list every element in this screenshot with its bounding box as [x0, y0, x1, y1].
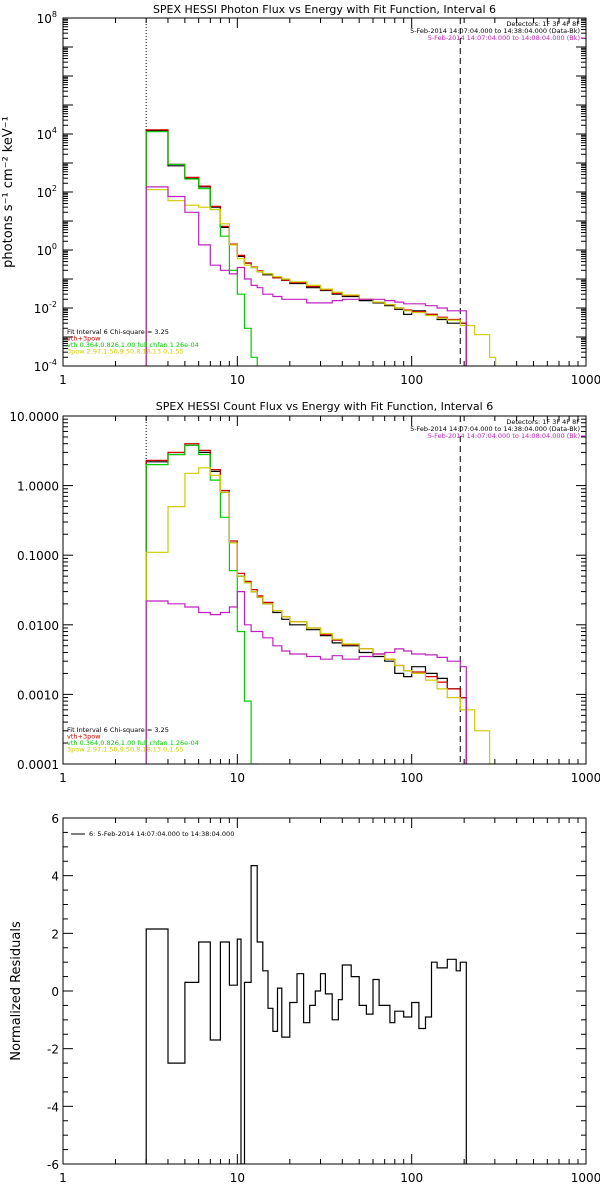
- chart-title: SPEX HESSI Count Flux vs Energy with Fit…: [156, 400, 493, 413]
- x-tick-label: 1: [59, 771, 67, 785]
- y-tick-label: 10.0000: [9, 410, 59, 424]
- x-tick-label: 10: [230, 771, 245, 785]
- y-tick-exponent: -4: [49, 358, 57, 367]
- y-tick-base: 10: [34, 302, 49, 316]
- y-tick-label: -2: [47, 1043, 59, 1057]
- series-group: [145, 443, 497, 764]
- x-tick-label: 10: [230, 373, 245, 387]
- y-tick-label: 0.0100: [17, 619, 59, 633]
- x-tick-label: 1000: [571, 373, 600, 387]
- x-tick-label: 1: [59, 1171, 67, 1185]
- y-tick-label: -6: [47, 1158, 59, 1172]
- series-line: [145, 189, 497, 366]
- count-flux-panel: SPEX HESSI Count Flux vs Energy with Fit…: [9, 400, 600, 785]
- photon-flux-panel: SPEX HESSI Photon Flux vs Energy with Fi…: [1, 3, 600, 387]
- y-tick-label: 0.1000: [17, 549, 59, 563]
- y-tick-label: 0.0001: [17, 758, 59, 772]
- series-line: [145, 443, 467, 764]
- series-line: [145, 186, 467, 366]
- legend-entry: 6: 5-Feb-2014 14:07:04.000 to 14:38:04.0…: [89, 830, 234, 838]
- series-line: [145, 444, 258, 764]
- y-tick-exponent: 8: [52, 10, 57, 19]
- series-line: [145, 131, 258, 366]
- info-line: Detectors: 1F 3F 4F 8F: [506, 20, 580, 28]
- legend-entry: vth 0.364,0.826,1.00 full chfan 1.26e-04: [67, 739, 199, 747]
- y-tick-label: 6: [51, 812, 59, 826]
- y-tick-label: 4: [51, 870, 59, 884]
- y-tick-base: 10: [37, 244, 52, 258]
- series-line: [145, 467, 497, 764]
- y-tick-exponent: 2: [52, 184, 57, 193]
- y-tick-exponent: -2: [49, 300, 57, 309]
- info-line: 5-Feb-2014 14:07:04.000 to 14:08:04.000 …: [428, 432, 580, 440]
- legend-entry: Fit Interval 6 Chi-square = 3.25: [67, 328, 169, 336]
- y-tick-exponent: 0: [52, 242, 57, 251]
- y-tick-label: 108: [37, 10, 57, 26]
- y-tick-base: 10: [34, 360, 49, 374]
- x-tick-label: 10: [230, 1171, 245, 1185]
- legend-entry: 3pow 2.97,1.50,9.50,8.18,13.0,1.55: [67, 746, 184, 754]
- plot-frame: [62, 17, 587, 367]
- plot-frame: [62, 817, 587, 1165]
- y-tick-label: 102: [37, 184, 57, 200]
- y-tick-base: 10: [37, 12, 52, 26]
- x-tick-label: 100: [400, 771, 423, 785]
- plot-frame: [62, 415, 587, 765]
- y-tick-label: 10-2: [34, 300, 57, 316]
- x-tick-label: 100: [400, 373, 423, 387]
- info-line: 5-Feb-2014 14:07:04.000 to 14:08:04.000 …: [428, 34, 580, 42]
- y-axis-label: Normalized Residuals: [9, 921, 24, 1061]
- legend-entry: vth 0.364,0.826,1.00 full chfan 1.26e-04: [67, 341, 199, 349]
- legend-entry: Fit Interval 6 Chi-square = 3.25: [67, 726, 169, 734]
- y-tick-label: 1.0000: [17, 480, 59, 494]
- legend-entry: 3pow 2.97,1.50,9.50,8.18,13.0,1.55: [67, 348, 184, 356]
- y-tick-label: 100: [37, 242, 57, 258]
- y-axis-label: photons s⁻¹ cm⁻² keV⁻¹: [1, 116, 16, 268]
- series-line: [145, 590, 467, 764]
- y-tick-label: -4: [47, 1100, 59, 1114]
- y-tick-base: 10: [37, 128, 52, 142]
- series-line: [145, 864, 467, 1164]
- series-group: [145, 129, 497, 366]
- legend-entry: vth+3pow: [67, 733, 101, 741]
- series-line: [145, 444, 467, 764]
- y-tick-base: 10: [37, 186, 52, 200]
- y-tick-exponent: 4: [52, 126, 57, 135]
- series-group: [145, 864, 467, 1164]
- chart-title: SPEX HESSI Photon Flux vs Energy with Fi…: [153, 3, 496, 16]
- legend-entry: vth+3pow: [67, 335, 101, 343]
- x-tick-label: 1: [59, 373, 67, 387]
- y-tick-label: 0: [51, 985, 59, 999]
- info-line: 5-Feb-2014 14:07:04.000 to 14:38:04.000 …: [410, 425, 580, 433]
- x-tick-label: 1000: [571, 771, 600, 785]
- x-tick-label: 100: [400, 1171, 423, 1185]
- y-tick-label: 0.0010: [17, 688, 59, 702]
- y-tick-label: 104: [37, 126, 57, 142]
- y-tick-label: 10-4: [34, 358, 57, 374]
- x-tick-label: 1000: [571, 1171, 600, 1185]
- y-tick-label: 2: [51, 927, 59, 941]
- info-line: Detectors: 1F 3F 4F 8F: [506, 418, 580, 426]
- residuals-panel: 1 10 100 1000 -6 -4 -2 0 2 4 6 Normalized Residuals…: [9, 812, 600, 1185]
- info-line: 5-Feb-2014 14:07:04.000 to 14:38:04.000 …: [410, 27, 580, 35]
